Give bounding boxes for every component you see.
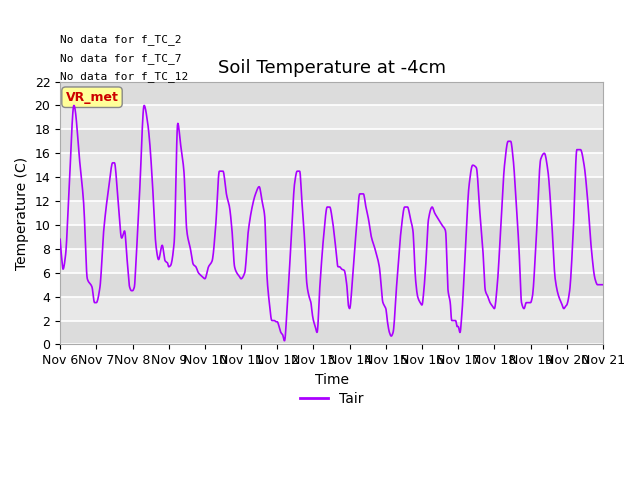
Bar <box>60 129 603 153</box>
Title: Soil Temperature at -4cm: Soil Temperature at -4cm <box>218 59 445 77</box>
Text: VR_met: VR_met <box>65 91 118 104</box>
Y-axis label: Temperature (C): Temperature (C) <box>15 156 29 270</box>
Bar <box>60 273 603 297</box>
Legend: Tair: Tair <box>294 386 369 411</box>
Bar <box>60 249 603 273</box>
Bar <box>60 177 603 201</box>
Text: No data for f_TC_7: No data for f_TC_7 <box>60 53 182 63</box>
X-axis label: Time: Time <box>314 373 349 387</box>
Bar <box>60 82 603 106</box>
Text: No data for f_TC_2: No data for f_TC_2 <box>60 34 182 45</box>
Bar <box>60 201 603 225</box>
Bar <box>60 297 603 321</box>
Bar <box>60 106 603 129</box>
Text: No data for f_TC_12: No data for f_TC_12 <box>60 71 188 82</box>
Bar <box>60 321 603 345</box>
Bar <box>60 153 603 177</box>
Bar <box>60 225 603 249</box>
